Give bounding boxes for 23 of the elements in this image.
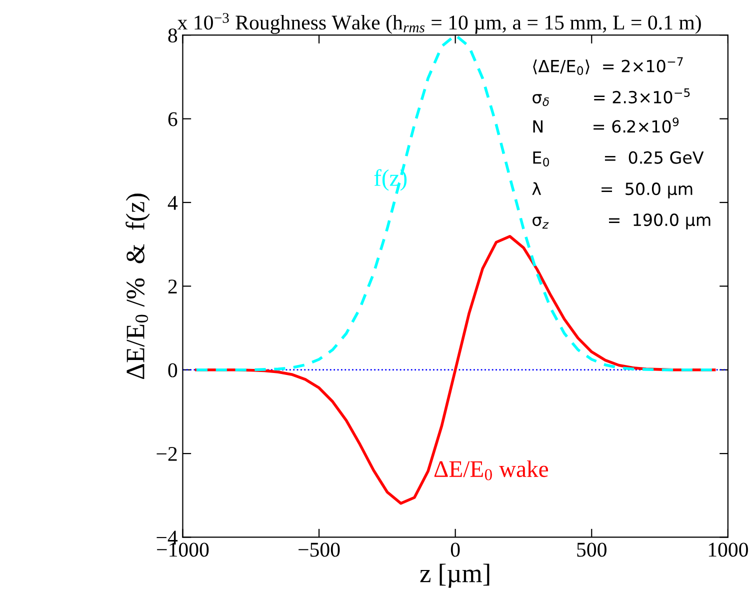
x-tick-label: 1000 (708, 542, 748, 557)
x-tick-label: −500 (298, 542, 340, 557)
text: E$_{0}$ = 0.25 GeV (533, 151, 704, 167)
y-tick-label: −4 (156, 530, 178, 544)
chart-title: x 10$^{−3}$ Roughness Wake (h$_{rms}$ = 10 µm, a = 15 mm, L = 0.1 m) (177, 13, 701, 34)
y-tick-label: 4 (168, 196, 178, 210)
x-tick-label: 500 (577, 542, 606, 557)
annotation: N = 6.2×10$^{9}$ (533, 117, 679, 133)
text: σ$_{δ}$ = 2.3×10$^{−5}$ (532, 88, 690, 106)
text: σ$_{z}$ = 190.0 µm (532, 213, 710, 230)
y-tick-label: 8 (168, 28, 178, 43)
annotation: λ = 50.0 µm (532, 182, 692, 198)
x-tick-label: 0 (450, 542, 460, 557)
y-tick-label: −2 (156, 446, 177, 461)
y-tick-label: 2 (168, 280, 177, 294)
series-label: f(z) (374, 169, 407, 191)
x-axis-title: z [µm] (420, 564, 490, 588)
annotation: ⟨ΔE/E$_{0}$⟩ = 2×10$^{−7}$ (533, 57, 683, 76)
y-axis-title: ΔE/E$_{0}$ /% & f(z) (126, 194, 150, 379)
y-tick-label: 6 (168, 112, 178, 126)
series-label: ΔE/E$_{0}$ wake (434, 460, 548, 480)
y-tick-label: 0 (168, 363, 178, 378)
x-tick-label: −1000 (157, 542, 209, 557)
